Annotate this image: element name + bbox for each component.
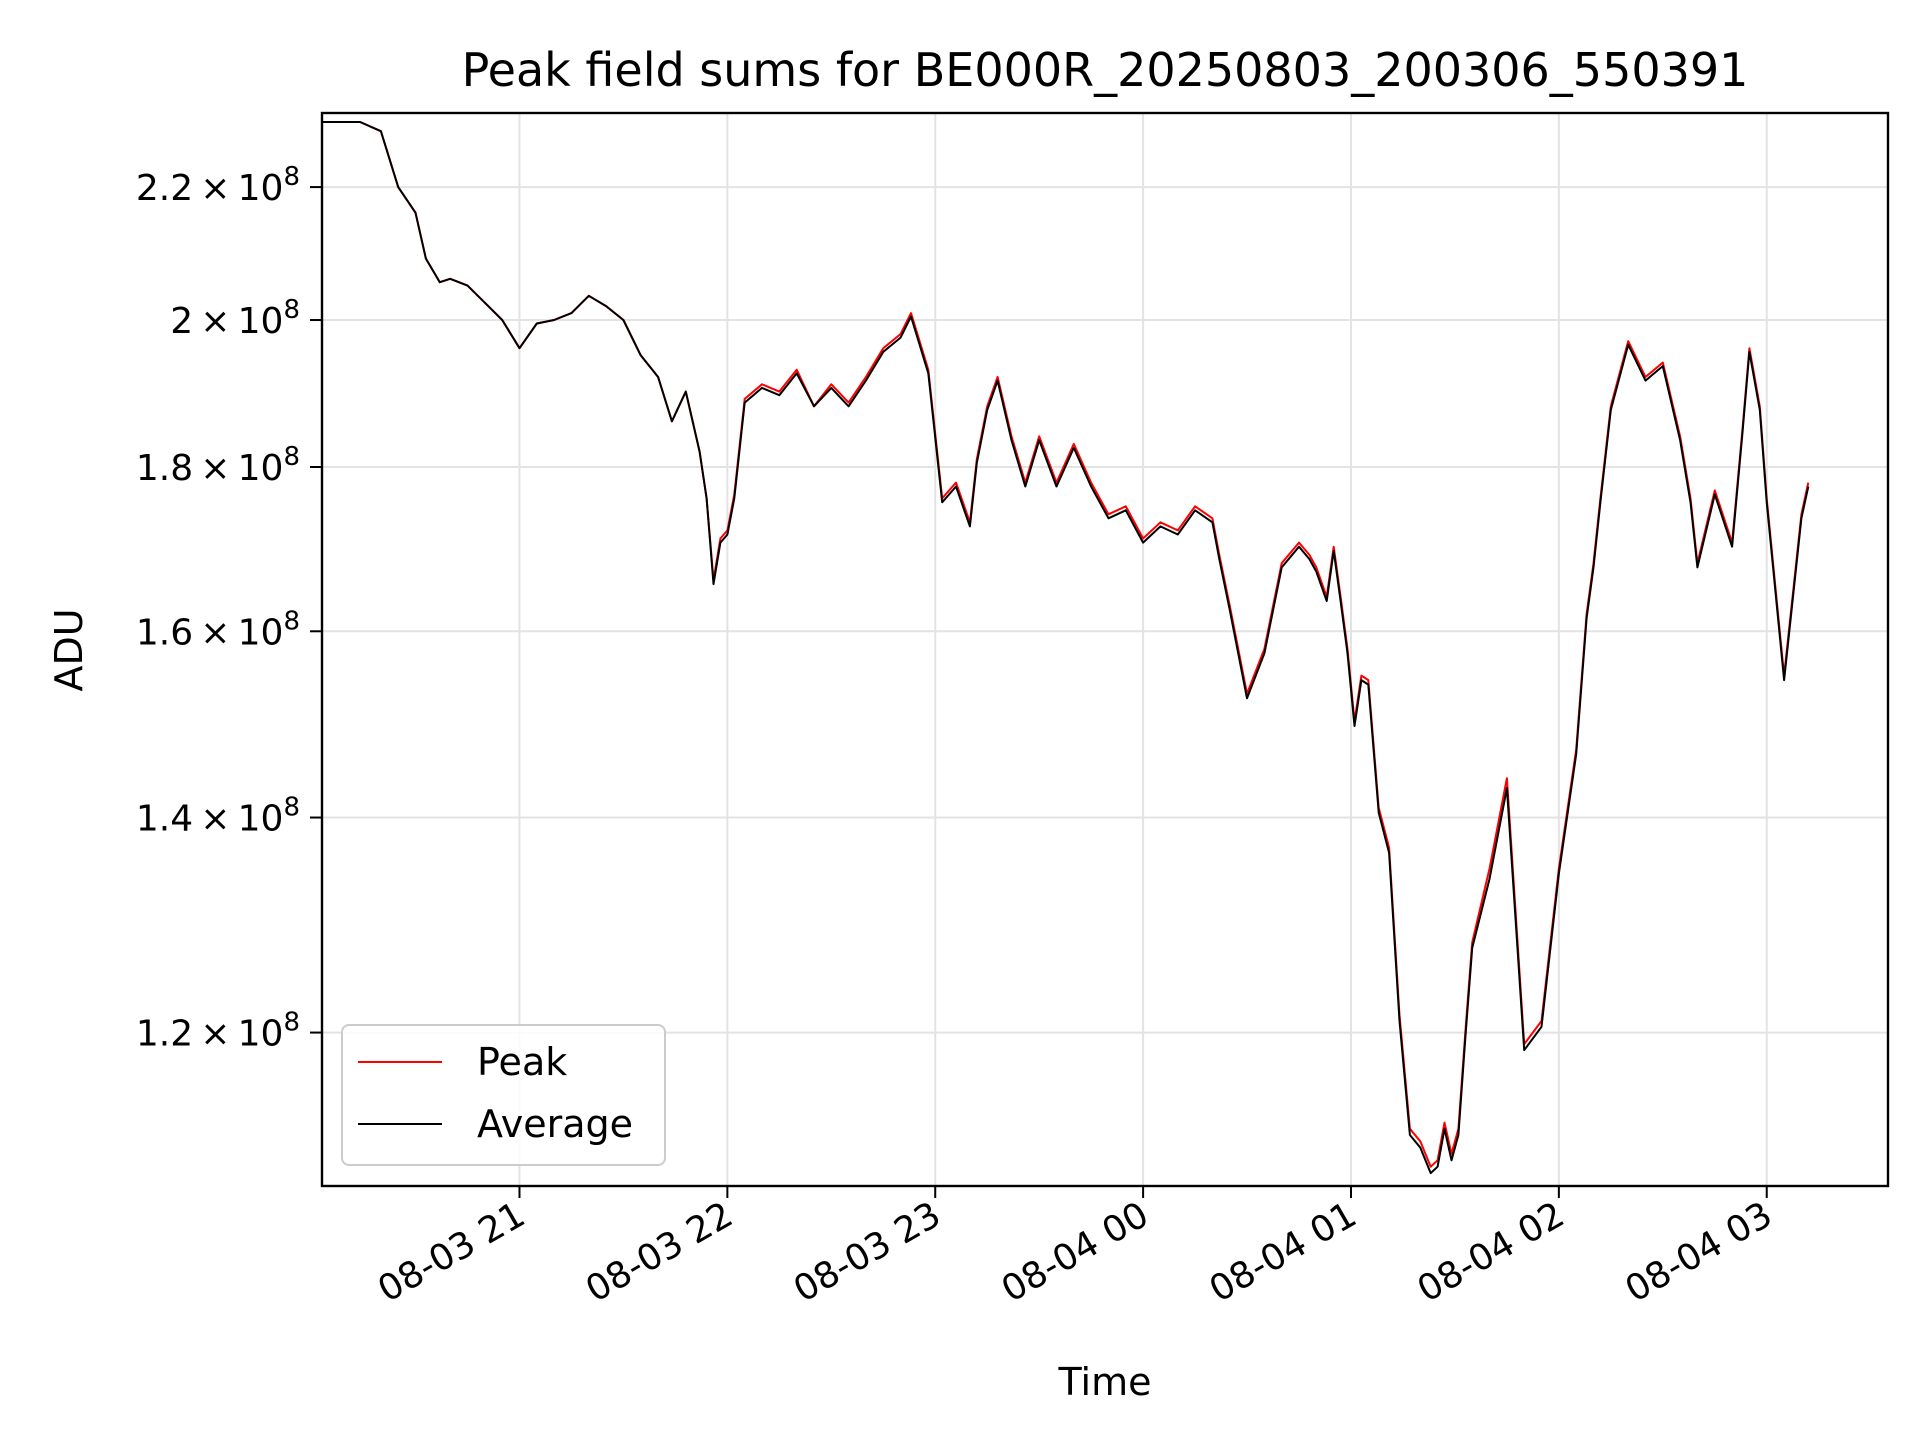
- plot-frame: [320, 111, 1890, 1188]
- y-tick-label: 1.2 × 108: [136, 1008, 300, 1055]
- chart-title: Peak field sums for BE000R_20250803_2003…: [462, 43, 1749, 97]
- legend-label-peak: Peak: [477, 1040, 567, 1084]
- y-tick-label: 1.8 × 108: [136, 442, 300, 489]
- grid: [322, 113, 1888, 1186]
- y-tick-label: 2.2 × 108: [136, 162, 300, 209]
- legend-box: [341, 1024, 666, 1166]
- y-tick-label: 2 × 108: [170, 295, 300, 342]
- legend: Peak Average: [341, 1024, 666, 1166]
- legend-label-average: Average: [477, 1102, 633, 1146]
- series-lines: [322, 121, 1810, 1175]
- y-tick-label: 1.6 × 108: [136, 606, 300, 653]
- series-line-average: [322, 121, 1810, 1175]
- y-tick-label: 1.4 × 108: [136, 793, 300, 840]
- x-axis-label: Time: [1058, 1360, 1152, 1404]
- y-axis-label: ADU: [47, 608, 91, 691]
